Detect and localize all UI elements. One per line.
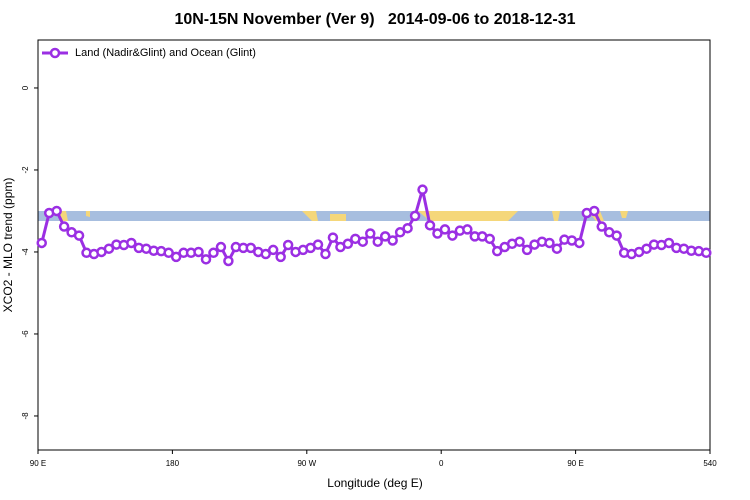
data-point xyxy=(589,205,600,217)
y-tick-label: -4 xyxy=(21,248,30,256)
x-tick-label: 90 E xyxy=(567,459,583,468)
chart-title: 10N-15N November (Ver 9) 2014-09-06 to 2… xyxy=(174,11,575,28)
data-point xyxy=(282,239,294,251)
data-point xyxy=(544,237,555,249)
data-point xyxy=(103,243,115,254)
data-point xyxy=(424,220,436,231)
y-axis-label: XCO2 - MLO trend (ppm) xyxy=(1,178,15,313)
x-tick-label: 540 xyxy=(703,459,717,468)
data-point xyxy=(514,236,525,247)
data-point xyxy=(342,238,354,250)
data-point xyxy=(417,184,428,195)
data-point xyxy=(439,224,451,235)
data-point xyxy=(260,248,271,260)
data-point xyxy=(409,210,421,222)
x-tick-label: 90 E xyxy=(30,459,46,468)
data-point xyxy=(215,241,227,253)
map-strip xyxy=(38,211,710,221)
data-point xyxy=(365,228,376,239)
data-point xyxy=(394,227,406,238)
y-tick-label: -6 xyxy=(21,330,30,338)
data-point xyxy=(462,224,473,235)
data-point xyxy=(245,242,257,254)
data-point xyxy=(275,251,286,263)
x-tick-label: 0 xyxy=(439,459,444,468)
data-point xyxy=(372,236,383,247)
x-tick-label: 90 W xyxy=(297,459,316,468)
x-tick-label: 180 xyxy=(166,459,180,468)
data-point xyxy=(36,237,47,249)
data-point xyxy=(58,221,70,232)
data-point xyxy=(223,255,234,267)
data-point xyxy=(51,205,62,217)
data-point xyxy=(521,244,533,256)
data-point xyxy=(312,239,324,250)
data-point xyxy=(447,230,458,241)
data-point xyxy=(193,246,204,258)
data-point xyxy=(200,254,212,265)
data-point xyxy=(574,237,585,249)
data-point xyxy=(432,228,443,239)
data-point xyxy=(641,243,652,254)
data-point xyxy=(126,237,137,249)
legend-marker xyxy=(49,47,61,59)
data-point xyxy=(701,247,712,259)
data-point xyxy=(327,232,339,243)
data-point xyxy=(491,245,503,257)
data-point xyxy=(596,221,607,232)
y-tick-label: -2 xyxy=(21,166,30,174)
data-point xyxy=(611,230,622,241)
data-point xyxy=(387,235,398,246)
legend: Land (Nadir&Glint) and Ocean (Glint) xyxy=(42,47,256,59)
data-point xyxy=(484,233,495,245)
data-point xyxy=(170,251,182,263)
data-point xyxy=(402,222,413,234)
data-point xyxy=(163,247,174,259)
data-point xyxy=(267,244,279,256)
data-point xyxy=(208,247,219,259)
data-point xyxy=(73,230,85,241)
y-tick-label: -8 xyxy=(21,412,30,420)
data-point xyxy=(663,237,675,249)
data-point xyxy=(551,243,563,254)
y-tick-label: 0 xyxy=(21,85,30,90)
legend-label: Land (Nadir&Glint) and Ocean (Glint) xyxy=(75,47,256,59)
x-axis-label: Longitude (deg E) xyxy=(327,476,422,490)
data-point xyxy=(379,231,391,242)
data-point xyxy=(357,236,369,247)
data-point xyxy=(320,248,331,260)
